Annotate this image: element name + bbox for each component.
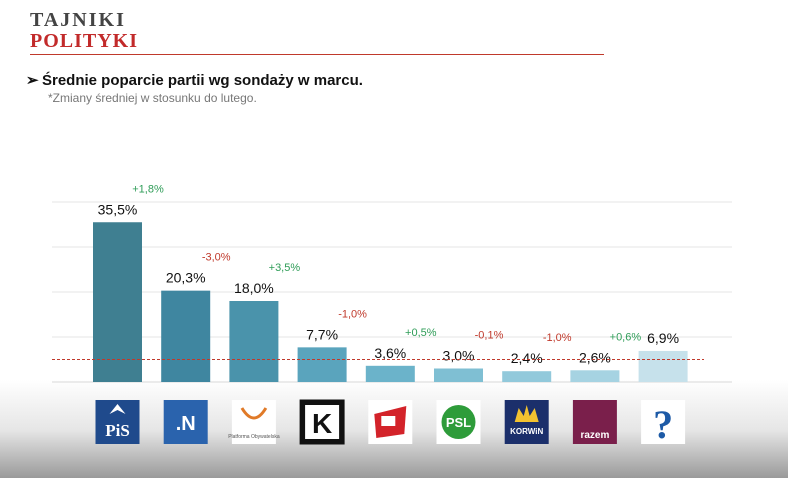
bar xyxy=(502,371,552,382)
logo-line2: POLITYKI xyxy=(30,30,139,52)
value-label: 2,6% xyxy=(579,349,611,365)
bar xyxy=(638,350,688,382)
change-label: +0,5% xyxy=(405,327,437,339)
razem-logo xyxy=(572,400,617,444)
change-label: +1,8% xyxy=(132,183,164,195)
value-label: 2,4% xyxy=(511,350,543,366)
change-label: +3,5% xyxy=(269,262,301,274)
pis-logo-text: PiS xyxy=(105,421,130,440)
kukiz-inner-box xyxy=(305,405,340,439)
chart-subtitle: *Zmiany średniej w stosunku do lutego. xyxy=(48,91,257,105)
question-logo xyxy=(641,400,686,444)
sld-shape-cut xyxy=(381,416,396,426)
brand-logo: TAJNIKI POLITYKI xyxy=(30,10,138,51)
value-label: 7,7% xyxy=(306,326,338,342)
value-label: 3,0% xyxy=(443,348,475,364)
psl-clover-icon xyxy=(441,405,476,439)
change-label: +0,6% xyxy=(610,331,642,343)
kukiz-logo-text: K xyxy=(312,408,332,439)
razem-logo-text: razem xyxy=(580,430,609,441)
bar xyxy=(297,347,347,382)
bar xyxy=(229,301,279,382)
korwin-crown-icon xyxy=(514,405,539,422)
bar xyxy=(570,370,620,382)
chart-title-text: Średnie poparcie partii wg sondaży w mar… xyxy=(42,72,363,89)
chart-title: ➢ Średnie poparcie partii wg sondaży w ma… xyxy=(26,71,363,89)
value-label: 6,9% xyxy=(647,330,679,346)
value-label: 20,3% xyxy=(166,270,206,286)
bar xyxy=(161,290,211,382)
psl-logo-text: PSL xyxy=(446,415,471,430)
bar xyxy=(434,368,483,382)
bar xyxy=(93,222,142,382)
question-mark-icon: ? xyxy=(653,402,673,447)
arrow-bullet-icon: ➢ xyxy=(26,72,39,89)
logo-line1: TAJNIKI xyxy=(30,9,126,31)
platforma-emblem-icon xyxy=(240,407,268,420)
change-label: -1,0% xyxy=(338,308,367,320)
nowoczesna-logo-text: .N xyxy=(176,413,196,435)
value-label: 18,0% xyxy=(234,280,274,296)
pis-eagle-icon xyxy=(109,404,126,414)
value-label: 3,6% xyxy=(374,345,406,361)
change-label: -0,1% xyxy=(475,330,504,342)
platforma-logo-text: Platforma Obywatelska xyxy=(228,434,280,440)
bar xyxy=(365,365,415,382)
platforma-logo xyxy=(231,400,276,444)
korwin-logo-text: KORWiN xyxy=(510,427,543,436)
value-label: 35,5% xyxy=(98,201,138,217)
nowoczesna-logo xyxy=(163,400,208,444)
change-label: -1,0% xyxy=(543,332,572,344)
change-label: -3,0% xyxy=(202,252,231,264)
header-divider xyxy=(30,54,604,55)
